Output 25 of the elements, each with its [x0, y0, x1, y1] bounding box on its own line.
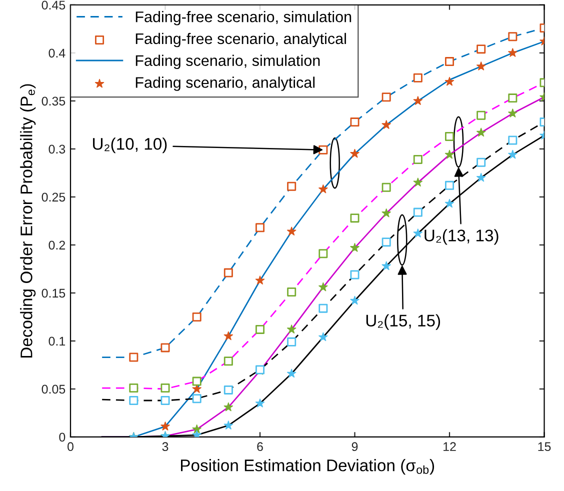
annotation: U₂(15, 15) [366, 314, 440, 330]
y-tick-label: 0.05 [42, 384, 66, 394]
legend-label: Fading scenario, analytical [136, 76, 315, 91]
y-tick-label: 0.1 [48, 336, 66, 346]
y-tick-label: 0.45 [42, 0, 66, 10]
x-tick-label: 3 [162, 442, 168, 452]
y-tick-label: 0.3 [48, 144, 66, 154]
y-tick-label: 0.4 [48, 48, 66, 58]
x-tick-label: 0 [68, 442, 74, 452]
x-tick-label: 12 [444, 442, 456, 451]
legend-label: Fading-free scenario, analytical [136, 32, 346, 48]
annotation: U₂(10, 10) [93, 138, 167, 154]
x-tick-label: 15 [538, 442, 551, 452]
y-tick-label: 0.15 [42, 288, 66, 298]
y-axis-title: Decoding Order Error Probability (P$_{e}$) [20, 84, 36, 358]
y-tick-label: 0.25 [42, 192, 66, 202]
y-tick-label: 0.35 [42, 96, 66, 106]
y-tick-label: 0 [59, 432, 66, 442]
annotation: U₂(13, 13) [424, 229, 498, 245]
legend-label: Fading-free scenario, simulation [136, 11, 352, 26]
x-tick-label: 6 [257, 442, 263, 452]
legend-label: Fading scenario, simulation [136, 54, 320, 70]
x-axis-title: Position Estimation Deviation (σ$_{ob}$) [180, 459, 434, 475]
x-tick-label: 9 [352, 442, 358, 452]
y-tick-label: 0.2 [48, 240, 66, 250]
